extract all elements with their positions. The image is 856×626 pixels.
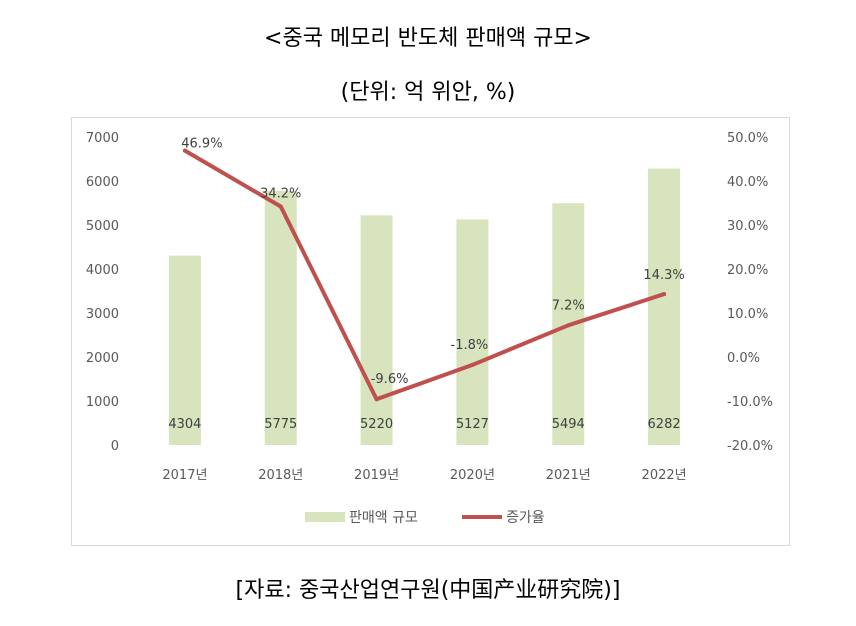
y-right-tick-label: 20.0%: [727, 263, 768, 278]
line-point: [278, 204, 283, 209]
y-right-tick-label: 30.0%: [727, 219, 768, 234]
y-left-tick-label: 3000: [86, 307, 119, 322]
y-left-tick-label: 6000: [86, 175, 119, 190]
legend-label-bar: 판매액 규모: [349, 510, 418, 526]
y-left-tick-label: 2000: [86, 351, 119, 366]
legend-swatch-bar: [305, 512, 345, 522]
legend: 판매액 규모 증가율: [305, 510, 545, 526]
bar: [168, 255, 201, 445]
legend-label-line: 증가율: [506, 510, 545, 526]
x-tick-label: 2020년: [450, 468, 495, 483]
y-right-tick-label: 0.0%: [727, 351, 760, 366]
bar-data-labels: 4304 5775 5220 5127 5494 6282: [168, 417, 680, 432]
bar-value-label: 5775: [264, 417, 297, 432]
growth-rate-line: [182, 148, 667, 402]
bar-value-label: 5220: [360, 417, 393, 432]
bar: [264, 190, 297, 445]
x-tick-label: 2022년: [642, 468, 687, 483]
chart-frame: [71, 117, 790, 546]
line-point: [470, 362, 475, 367]
line-point: [566, 323, 571, 328]
line-value-label: 34.2%: [260, 187, 301, 202]
x-tick-label: 2018년: [258, 468, 303, 483]
x-axis-ticks: 2017년 2018년 2019년 2020년 2021년 2022년: [162, 468, 686, 483]
y-right-tick-label: -20.0%: [727, 439, 773, 454]
y-right-tick-label: 50.0%: [727, 131, 768, 146]
line-value-label: 7.2%: [552, 298, 585, 313]
bar-value-label: 5494: [552, 417, 585, 432]
bar: [456, 219, 489, 445]
chart-unit-subtitle: (단위: 억 위안, %): [340, 80, 516, 105]
bar-value-label: 5127: [456, 417, 489, 432]
x-tick-label: 2021년: [546, 468, 591, 483]
bar-series: [168, 168, 681, 446]
line-point: [662, 292, 667, 297]
right-axis-ticks: -20.0% -10.0% 0.0% 10.0% 20.0% 30.0% 40.0% 50.0…: [727, 131, 773, 454]
chart-title: <중국 메모리 반도체 판매액 규모>: [264, 26, 592, 51]
line-point: [182, 148, 187, 153]
y-left-tick-label: 5000: [86, 219, 119, 234]
line-value-label: 46.9%: [181, 137, 222, 152]
y-left-tick-label: 7000: [86, 131, 119, 146]
y-left-tick-label: 4000: [86, 263, 119, 278]
left-axis-ticks: 0 1000 2000 3000 4000 5000 6000 7000: [86, 131, 119, 454]
line-series: [182, 148, 667, 402]
x-tick-label: 2019년: [354, 468, 399, 483]
line-value-label: -9.6%: [371, 372, 409, 387]
source-note: [자료: 중국산업연구원(中国产业研究院)]: [235, 578, 621, 603]
line-value-label: -1.8%: [451, 338, 489, 353]
line-value-label: 14.3%: [643, 268, 684, 283]
bar: [360, 215, 393, 445]
y-right-tick-label: -10.0%: [727, 395, 773, 410]
x-tick-label: 2017년: [162, 468, 207, 483]
bar-value-label: 4304: [168, 417, 201, 432]
line-point: [374, 397, 379, 402]
y-left-tick-label: 0: [111, 439, 119, 454]
y-right-tick-label: 40.0%: [727, 175, 768, 190]
bar-value-label: 6282: [648, 417, 681, 432]
bar: [648, 168, 681, 446]
line-data-labels: 46.9% 34.2% -9.6% -1.8% 7.2% 14.3%: [181, 137, 684, 388]
y-left-tick-label: 1000: [86, 395, 119, 410]
y-right-tick-label: 10.0%: [727, 307, 768, 322]
